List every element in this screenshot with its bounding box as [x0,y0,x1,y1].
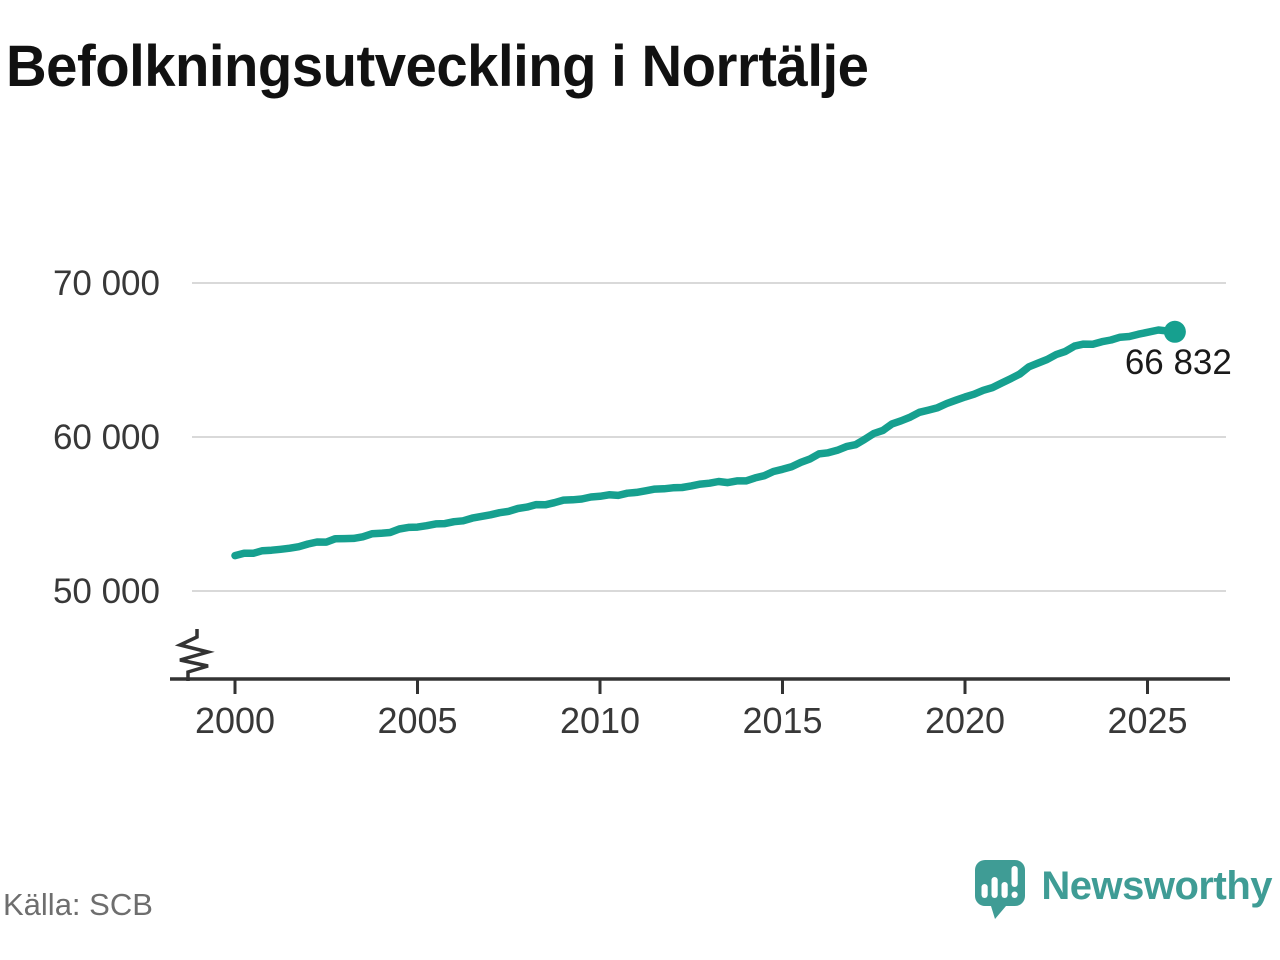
exclamation-dot-icon [1011,891,1019,898]
x-tick-label: 2010 [560,700,640,741]
x-tick-label: 2005 [377,700,457,741]
page-title: Befolkningsutveckling i Norrtälje [6,34,869,99]
bar-icon-2 [991,877,999,898]
x-tick-label: 2020 [925,700,1005,741]
bar-icon-3 [1001,882,1009,898]
x-tick-label: 2015 [742,700,822,741]
newsworthy-logo-icon [975,860,1026,919]
latest-point-marker [1163,320,1186,343]
x-tick-label: 2000 [195,700,275,741]
axis-break-icon [174,629,215,681]
y-tick-label: 60 000 [53,418,160,457]
newsworthy-logo: Newsworthy [973,858,1272,920]
population-line [231,326,1179,560]
x-tick-label: 2025 [1107,700,1187,741]
exclamation-bar-icon [1011,866,1019,887]
y-tick-label: 70 000 [53,264,160,303]
y-tick-label: 50 000 [53,572,160,611]
bar-icon-1 [981,884,989,898]
brand-name: Newsworthy [1041,864,1272,908]
source-note: Källa: SCB [3,887,153,922]
latest-value-label: 66 832 [1125,343,1232,382]
